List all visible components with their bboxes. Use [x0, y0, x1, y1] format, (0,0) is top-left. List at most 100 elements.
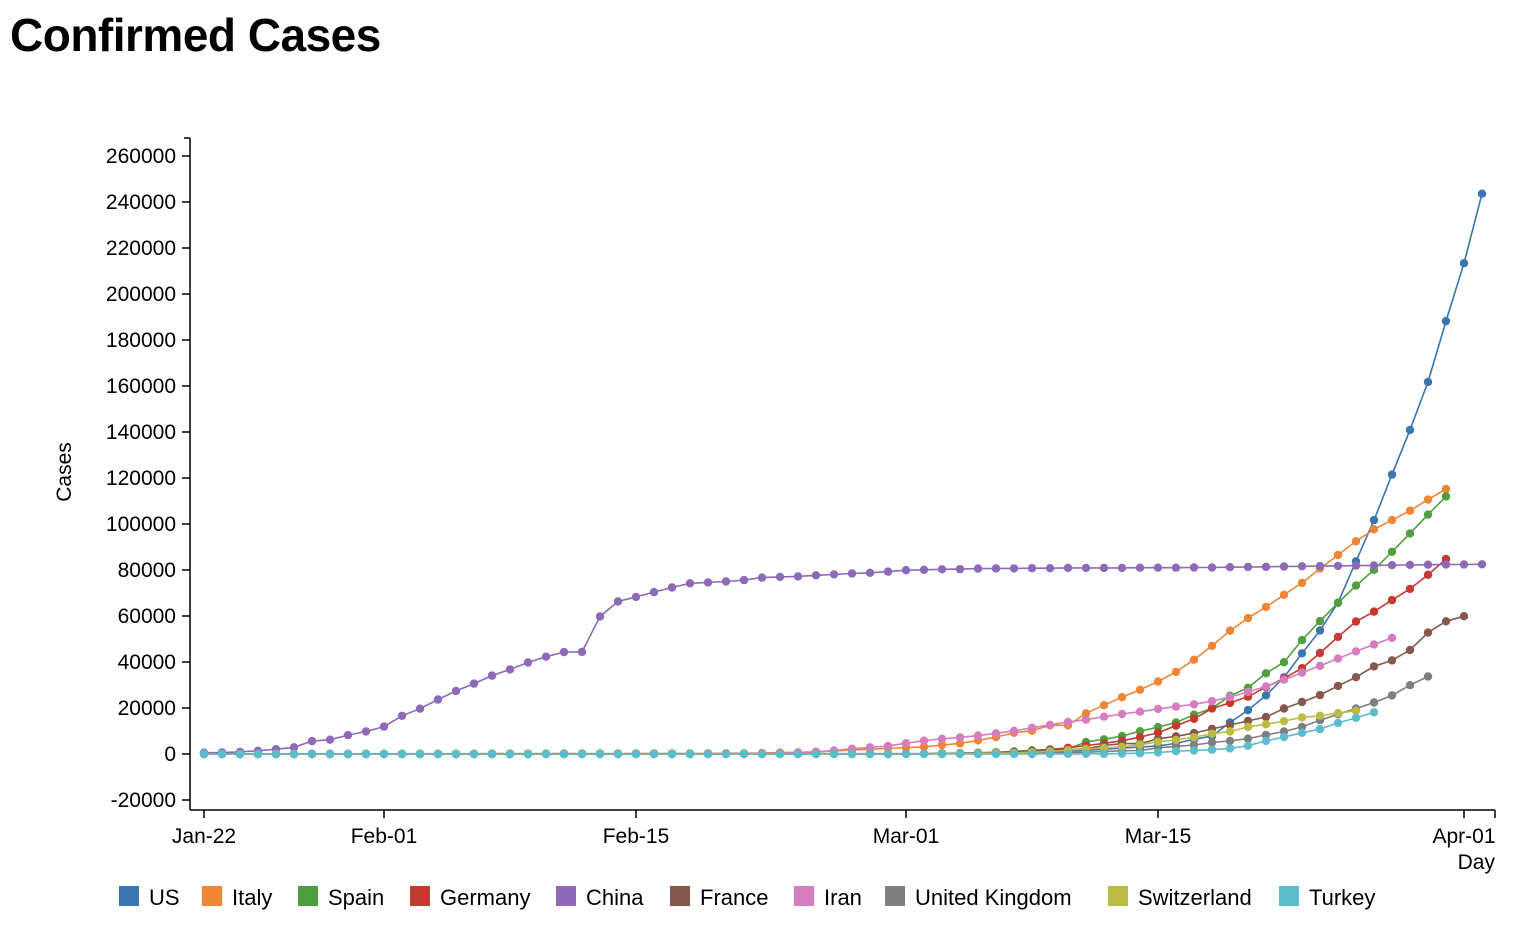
data-point: [1405, 529, 1415, 538]
data-point: [1369, 662, 1379, 671]
data-point: [1243, 734, 1253, 743]
data-point: [847, 749, 857, 759]
data-point: [1261, 602, 1271, 612]
data-point: [199, 749, 209, 759]
data-point: [433, 749, 443, 759]
data-point: [1135, 563, 1145, 572]
data-point: [1099, 743, 1109, 752]
legend: US Italy Spain Germany China France Iran United…: [119, 885, 1375, 910]
data-point: [1351, 561, 1361, 570]
legend-label: Germany: [440, 885, 530, 910]
data-point: [1387, 547, 1397, 556]
data-point: [1099, 701, 1109, 710]
data-point: [1117, 749, 1127, 758]
data-point: [667, 749, 677, 759]
data-point: [1153, 737, 1163, 746]
data-point: [649, 587, 659, 597]
data-point: [1243, 716, 1253, 726]
legend-item-switzerland: Switzerland: [1108, 885, 1252, 910]
data-point: [523, 749, 533, 759]
data-point: [1279, 675, 1289, 684]
y-tick-label: 200000: [106, 283, 176, 306]
data-point: [1189, 714, 1199, 723]
legend-item-iran: Iran: [794, 885, 862, 910]
data-point: [937, 740, 947, 750]
data-point: [1063, 563, 1073, 573]
data-point: [1225, 692, 1235, 702]
data-point: [1261, 691, 1271, 700]
series-line-us: [204, 193, 1483, 755]
data-point: [307, 736, 317, 746]
data-point: [613, 597, 623, 606]
data-point: [919, 565, 929, 574]
data-point: [1279, 704, 1289, 713]
data-point: [361, 749, 371, 759]
data-point: [1423, 628, 1433, 637]
data-point: [1225, 736, 1235, 746]
data-point: [955, 739, 965, 748]
data-point: [1171, 563, 1181, 572]
data-point: [325, 749, 335, 759]
data-point: [1351, 647, 1361, 656]
data-point: [1135, 707, 1145, 716]
data-point: [631, 749, 641, 759]
data-point: [1207, 641, 1217, 651]
data-point: [739, 749, 749, 759]
data-point: [487, 671, 497, 680]
data-point: [793, 749, 803, 759]
data-point: [1369, 607, 1379, 616]
data-point: [325, 735, 335, 744]
data-point: [1171, 735, 1181, 745]
data-point: [1297, 635, 1307, 645]
x-tick-label: Feb-01: [351, 825, 418, 848]
x-tick-label: Mar-01: [873, 825, 940, 848]
y-tick-label: 180000: [106, 329, 176, 352]
data-point: [1117, 742, 1127, 752]
data-point: [1369, 515, 1379, 525]
data-point: [1423, 560, 1433, 569]
data-point: [1405, 584, 1415, 594]
y-tick-label: 80000: [118, 559, 176, 582]
legend-label: Spain: [328, 885, 384, 910]
data-point: [1081, 563, 1091, 573]
data-point: [379, 749, 389, 759]
data-point: [739, 575, 749, 585]
data-point: [469, 679, 479, 688]
data-point: [1333, 718, 1343, 728]
y-tick-label: -20000: [111, 789, 176, 812]
data-point: [1387, 595, 1397, 605]
data-point: [1189, 700, 1199, 709]
data-point: [1279, 732, 1289, 742]
data-point: [865, 568, 875, 577]
data-point: [1477, 560, 1487, 569]
data-point: [1279, 658, 1289, 667]
data-point: [1207, 745, 1217, 754]
data-point: [595, 612, 605, 621]
data-point: [919, 736, 929, 745]
data-point: [1315, 661, 1325, 671]
data-point: [1189, 733, 1199, 742]
data-point: [1351, 617, 1361, 626]
data-point: [1333, 598, 1343, 608]
data-point: [1369, 708, 1379, 717]
data-point: [1225, 563, 1235, 572]
data-point: [685, 749, 695, 759]
data-point: [991, 729, 1001, 738]
data-point: [1405, 506, 1415, 515]
data-point: [721, 749, 731, 759]
data-point: [1297, 649, 1307, 658]
series-line-italy: [204, 488, 1447, 755]
legend-label: Turkey: [1309, 885, 1375, 910]
data-point: [901, 749, 911, 759]
data-point: [1135, 733, 1145, 742]
data-point: [955, 564, 965, 574]
data-point: [1189, 655, 1199, 664]
data-point: [1243, 562, 1253, 572]
data-point: [451, 749, 461, 759]
data-point: [1009, 564, 1019, 573]
data-point: [1315, 626, 1325, 635]
data-point: [991, 564, 1001, 573]
data-point: [1279, 590, 1289, 599]
data-point: [703, 749, 713, 759]
data-point: [1243, 613, 1253, 623]
